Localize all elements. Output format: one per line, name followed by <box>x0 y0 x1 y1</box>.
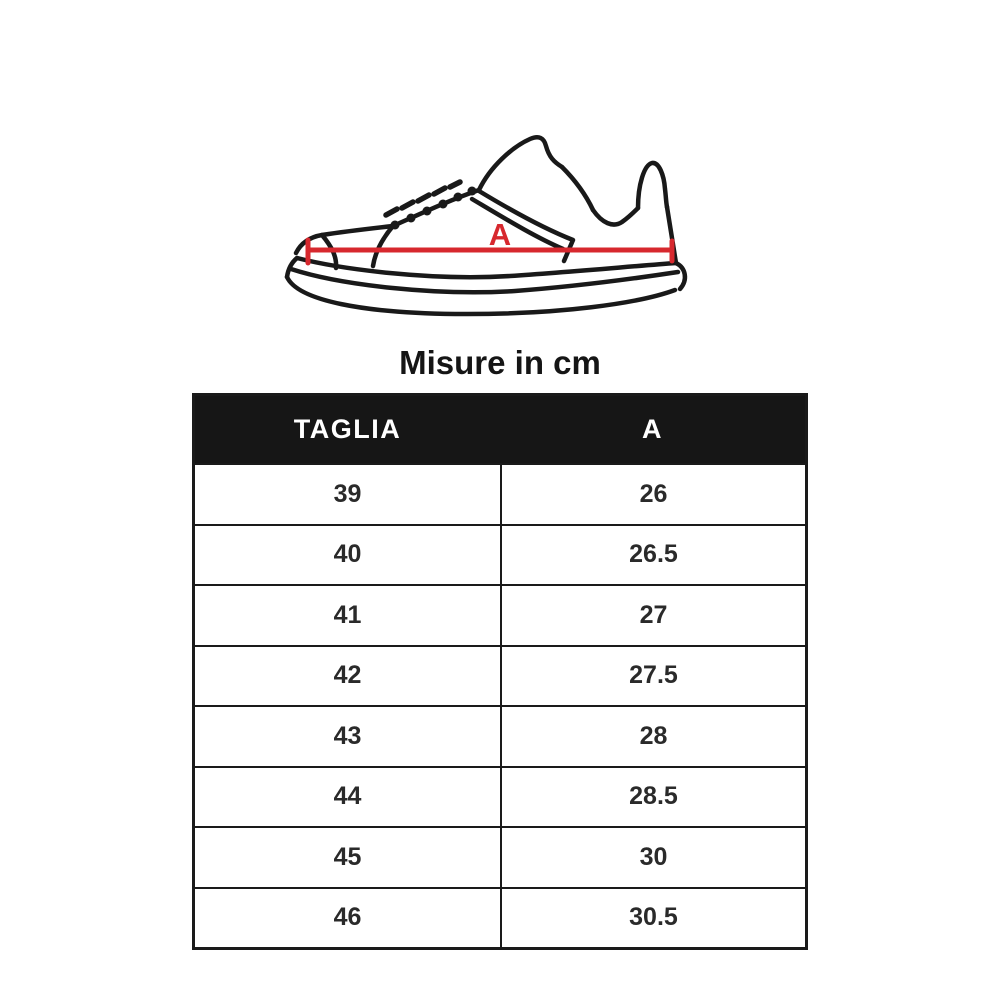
eyelet-dots <box>390 186 477 230</box>
cell-a: 28.5 <box>500 767 805 826</box>
sole-toe-edge <box>284 255 300 280</box>
header-taglia: TAGLIA <box>293 414 402 444</box>
cell-taglia: 44 <box>333 782 362 811</box>
cell-a: 26.5 <box>500 525 805 584</box>
cell-taglia: 42 <box>333 661 362 690</box>
sneaker-illustration: A <box>260 105 730 335</box>
heel-tab <box>635 160 670 211</box>
cell-a: 27.5 <box>500 646 805 705</box>
header-a: A <box>642 414 663 444</box>
lace-crossings <box>383 179 463 218</box>
table-row: 40 26.5 <box>195 523 805 584</box>
table-row: 39 26 <box>195 463 805 524</box>
sole-mid-line <box>288 266 681 295</box>
sole-heel-edge <box>673 260 688 292</box>
sneaker-outline <box>284 135 688 317</box>
cell-a: 27 <box>500 586 805 645</box>
cell-taglia: 39 <box>333 479 362 508</box>
cell-taglia: 40 <box>333 540 362 569</box>
cell-a: 28 <box>500 707 805 766</box>
cell-taglia: 46 <box>333 903 362 932</box>
cell-a: 30 <box>500 828 805 887</box>
table-row: 45 30 <box>195 826 805 887</box>
heel-lining-wave <box>590 205 641 227</box>
cell-taglia: 41 <box>333 600 362 629</box>
laces <box>383 179 477 230</box>
sneaker-svg: A <box>284 135 688 317</box>
page-title: Misure in cm <box>399 344 601 381</box>
table-header-row: TAGLIA A <box>195 396 805 463</box>
sole-bottom-line <box>284 274 678 317</box>
tongue-outline <box>476 135 565 193</box>
cell-taglia: 43 <box>333 721 362 750</box>
table-row: 42 27.5 <box>195 644 805 705</box>
quarter-panel-lower <box>469 196 566 252</box>
cell-taglia: 45 <box>333 842 362 871</box>
size-table: TAGLIA A 39 26 40 26.5 41 27 42 27.5 43 … <box>192 393 808 950</box>
measurement-overlay: A <box>305 217 675 266</box>
collar-sweep <box>559 164 596 213</box>
heel-back-edge <box>664 204 679 266</box>
cell-a: 30.5 <box>500 888 805 947</box>
vamp-seam <box>370 223 396 269</box>
quarter-panel-upper <box>476 188 576 264</box>
table-row: 43 28 <box>195 705 805 766</box>
table-row: 44 28.5 <box>195 765 805 826</box>
measurement-label: A <box>489 217 511 252</box>
table-row: 46 30.5 <box>195 886 805 947</box>
sole-top-line <box>294 255 679 280</box>
table-row: 41 27 <box>195 584 805 645</box>
cell-a: 26 <box>500 465 805 524</box>
